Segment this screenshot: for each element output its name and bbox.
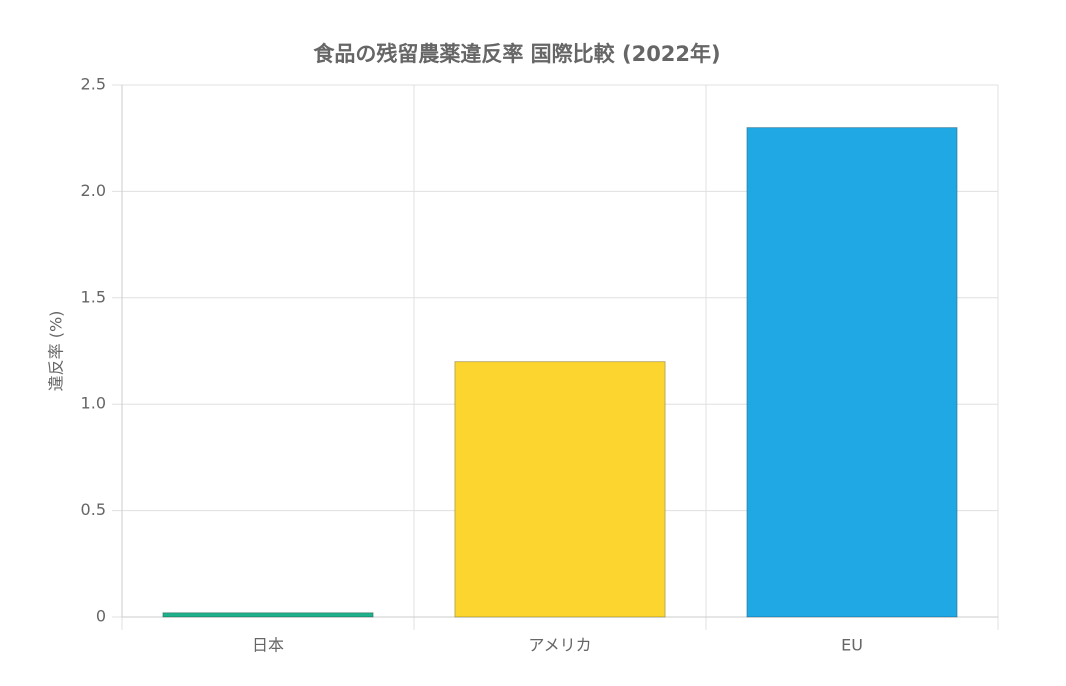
- y-axis-title: 違反率 (%): [47, 311, 66, 392]
- y-tick-label: 1.5: [81, 287, 106, 306]
- y-tick-label: 0.5: [81, 500, 106, 519]
- y-tick-label: 1.0: [81, 394, 106, 413]
- y-tick-label: 2.5: [81, 75, 106, 94]
- y-tick-label: 2.0: [81, 181, 106, 200]
- bar: [746, 127, 958, 618]
- y-tick-label: 0: [96, 607, 106, 626]
- x-tick-label: アメリカ: [528, 636, 591, 655]
- bar: [454, 361, 666, 618]
- bar: [162, 612, 374, 618]
- x-tick-label: EU: [841, 636, 863, 655]
- chart-title: 食品の残留農薬違反率 国際比較 (2022年): [313, 42, 720, 66]
- x-tick-label: 日本: [252, 636, 284, 655]
